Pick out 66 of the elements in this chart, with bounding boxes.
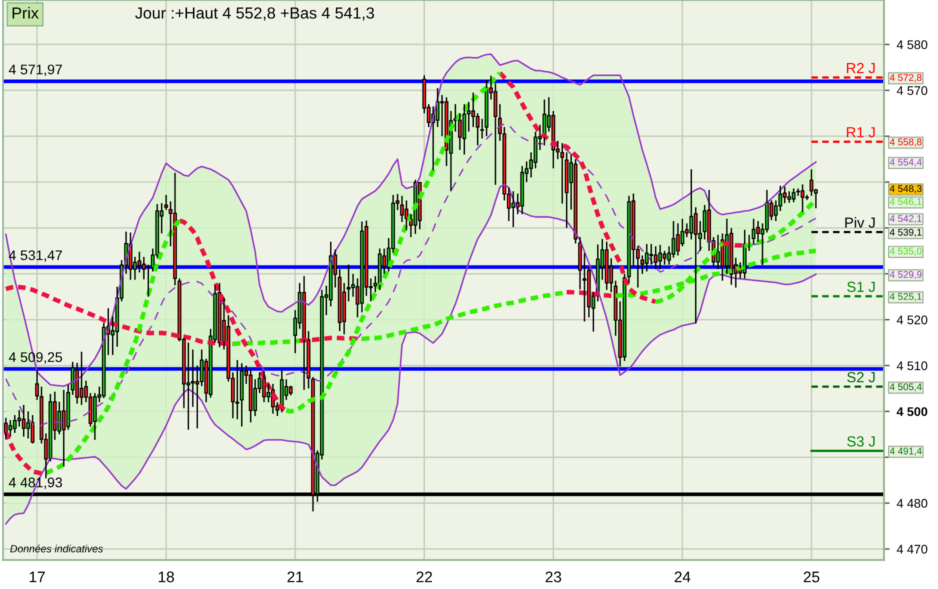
candlestick [476,112,480,146]
candlestick [658,244,662,270]
candlestick [654,246,658,270]
candlestick [644,243,649,272]
candlestick [782,186,787,204]
annotation: Données indicatives [10,544,103,552]
x-tick-label: 17 [30,572,45,582]
y2-tick-label: 4 535,0 [890,248,922,256]
candlestick [338,268,342,332]
candlestick [604,241,609,291]
candlestick [22,404,26,438]
series-label: S3 J [847,436,875,447]
line-series [5,184,817,525]
y2-tick-label: 4 548,3 [890,185,922,194]
y2-tick-label: 4 542,1 [890,215,922,224]
candlestick [458,112,462,151]
y-tick-label: 4 580 [896,40,928,50]
x-tick-label: 18 [158,572,174,582]
y2-tick-label: 4 546,1 [890,198,922,206]
candlestick [564,152,569,229]
x-tick-label: 25 [804,572,820,582]
x-tick-label: 24 [674,572,690,582]
candlestick [462,103,466,156]
candlestick [164,194,168,211]
candlestick [30,414,34,444]
chart-subtitle: Jour :+Haut 4 552,8 +Bas 4 541,3 [135,7,374,21]
candlestick [689,168,694,240]
y2-tick-label: 4 539,1 [890,228,922,237]
x-tick-label: 23 [546,572,562,582]
candlestick [240,362,244,428]
y2-tick-label: 4 558,8 [890,138,922,146]
candlestick [66,384,70,430]
series-label: R1 J [846,127,875,138]
y2-tick-label: 4 505,4 [890,383,922,392]
candlestick [12,414,17,434]
y2-tick-label: 4 554,4 [890,158,922,167]
series-label: S2 J [847,372,875,382]
candlestick [520,165,524,215]
candlestick [694,206,698,324]
y2-tick-label: 4 529,9 [890,271,922,280]
candlestick [792,188,796,203]
y2-tick-label: 4 572,8 [890,74,922,82]
ref-line-label: 4 571,97 [8,64,62,76]
candlestick [248,369,253,424]
y-tick-label: 4 480 [896,498,928,508]
candlestick [8,419,12,438]
candlestick [4,417,8,440]
y-tick-label: 4 520 [896,315,928,324]
candlestick [186,342,190,430]
y-tick-label: 4 510 [896,361,928,370]
series-label: Piv J [845,217,875,228]
y2-tick-label: 4 525,1 [890,293,922,302]
candlestick [778,185,782,212]
candlestick [62,389,66,468]
x-tick-label: 22 [416,572,432,582]
candlestick [702,204,707,240]
candlestick [560,142,564,204]
y-tick-label: 4 500 [896,407,928,416]
y2-tick-label: 4 491,4 [890,448,922,456]
y-tick-label: 4 470 [896,544,928,554]
x-tick-label: 21 [287,572,303,582]
series-label: S1 J [847,282,875,292]
series-label: R2 J [846,62,875,74]
candlestick [288,385,293,396]
y-tick-label: 4 570 [896,86,928,96]
chart-title: Prix [12,6,39,19]
